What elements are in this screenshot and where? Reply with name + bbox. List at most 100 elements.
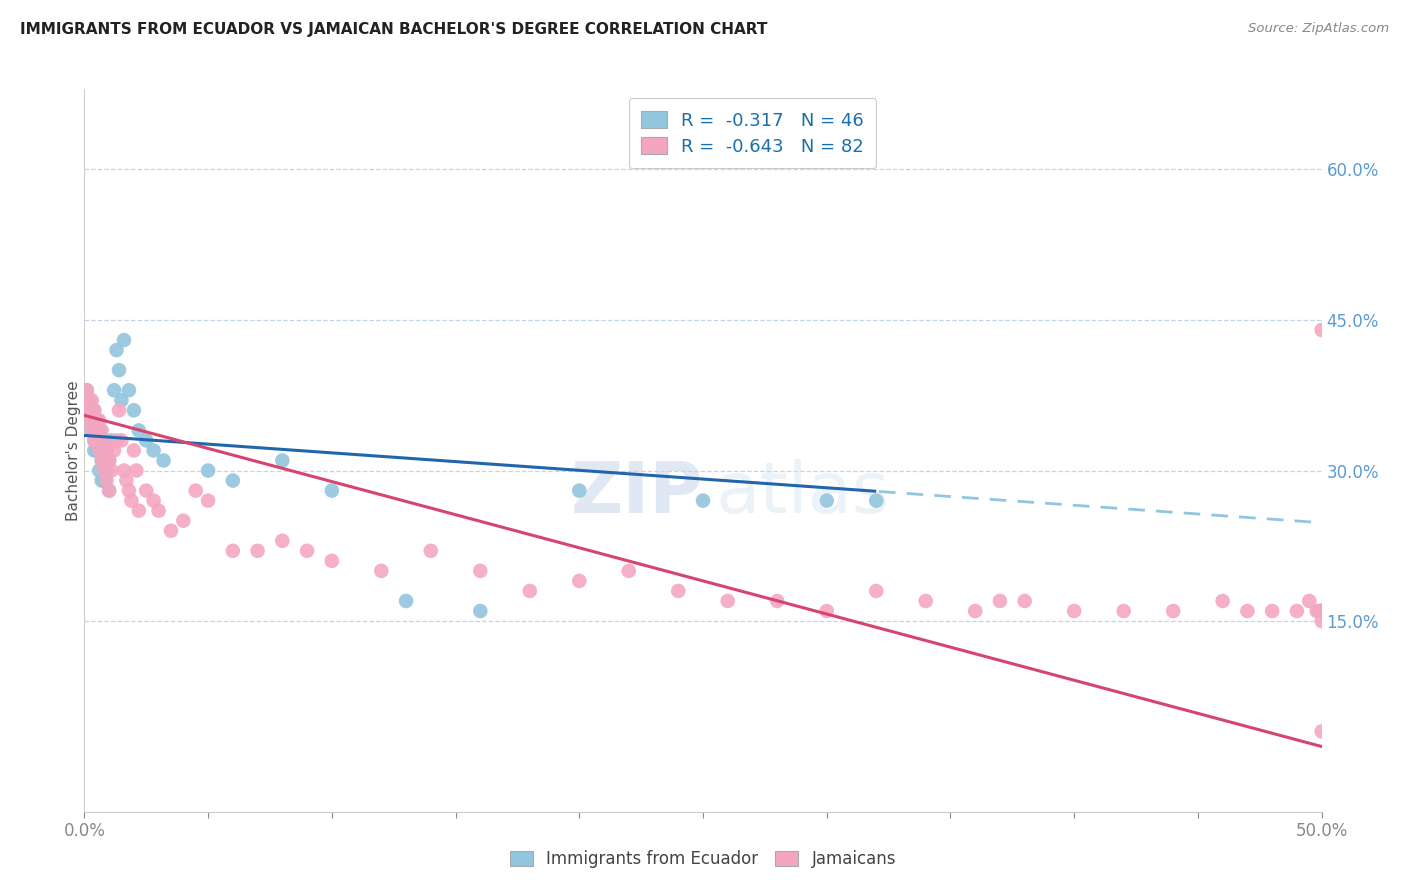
Point bbox=[118, 483, 141, 498]
Point bbox=[1308, 604, 1330, 618]
Point bbox=[914, 594, 936, 608]
Point bbox=[321, 554, 343, 568]
Point bbox=[76, 393, 98, 408]
Point bbox=[142, 443, 165, 458]
Point bbox=[865, 584, 887, 599]
Point bbox=[83, 434, 105, 448]
Point bbox=[965, 604, 987, 618]
Point bbox=[89, 443, 111, 458]
Point bbox=[83, 403, 105, 417]
Point bbox=[80, 403, 103, 417]
Point bbox=[79, 393, 101, 408]
Point bbox=[118, 384, 141, 398]
Point bbox=[79, 403, 101, 417]
Point bbox=[80, 393, 103, 408]
Point bbox=[76, 384, 98, 398]
Point bbox=[108, 363, 131, 377]
Point bbox=[80, 424, 103, 438]
Point bbox=[988, 594, 1011, 608]
Point bbox=[93, 443, 115, 458]
Point bbox=[100, 464, 122, 478]
Point bbox=[86, 413, 108, 427]
Point bbox=[160, 524, 183, 538]
Point bbox=[1112, 604, 1135, 618]
Legend: R =  -0.317   N = 46, R =  -0.643   N = 82: R = -0.317 N = 46, R = -0.643 N = 82 bbox=[628, 98, 876, 169]
Point bbox=[90, 453, 112, 467]
Point bbox=[148, 503, 170, 517]
Point bbox=[1310, 614, 1333, 628]
Point bbox=[321, 483, 343, 498]
Point bbox=[105, 434, 128, 448]
Point bbox=[222, 474, 245, 488]
Point bbox=[89, 443, 111, 458]
Point bbox=[86, 413, 108, 427]
Point bbox=[617, 564, 640, 578]
Point bbox=[76, 403, 98, 417]
Point bbox=[1310, 604, 1333, 618]
Point bbox=[98, 483, 121, 498]
Point bbox=[1298, 594, 1320, 608]
Point bbox=[766, 594, 789, 608]
Point bbox=[1161, 604, 1184, 618]
Point bbox=[815, 604, 838, 618]
Point bbox=[83, 403, 105, 417]
Point bbox=[1285, 604, 1308, 618]
Point bbox=[93, 464, 115, 478]
Point bbox=[112, 333, 135, 347]
Point bbox=[197, 464, 219, 478]
Text: ZIP: ZIP bbox=[571, 459, 703, 528]
Point bbox=[865, 493, 887, 508]
Point bbox=[184, 483, 207, 498]
Point bbox=[519, 584, 541, 599]
Point bbox=[98, 483, 121, 498]
Point bbox=[115, 474, 138, 488]
Point bbox=[1310, 604, 1333, 618]
Point bbox=[90, 424, 112, 438]
Point bbox=[100, 434, 122, 448]
Point bbox=[86, 443, 108, 458]
Point bbox=[79, 393, 101, 408]
Point bbox=[105, 343, 128, 358]
Point bbox=[96, 443, 118, 458]
Point bbox=[246, 544, 269, 558]
Point bbox=[692, 493, 714, 508]
Point bbox=[83, 413, 105, 427]
Point bbox=[89, 413, 111, 427]
Point bbox=[103, 443, 125, 458]
Point bbox=[86, 434, 108, 448]
Point bbox=[112, 464, 135, 478]
Point bbox=[222, 544, 245, 558]
Text: IMMIGRANTS FROM ECUADOR VS JAMAICAN BACHELOR'S DEGREE CORRELATION CHART: IMMIGRANTS FROM ECUADOR VS JAMAICAN BACH… bbox=[20, 22, 768, 37]
Point bbox=[80, 424, 103, 438]
Text: Source: ZipAtlas.com: Source: ZipAtlas.com bbox=[1249, 22, 1389, 36]
Point bbox=[135, 483, 157, 498]
Point bbox=[815, 493, 838, 508]
Point bbox=[79, 413, 101, 427]
Point bbox=[142, 493, 165, 508]
Point bbox=[419, 544, 441, 558]
Point bbox=[135, 434, 157, 448]
Point bbox=[79, 393, 101, 408]
Point bbox=[172, 514, 194, 528]
Point bbox=[1310, 604, 1333, 618]
Point bbox=[295, 544, 318, 558]
Point bbox=[89, 424, 111, 438]
Point bbox=[90, 453, 112, 467]
Point bbox=[1310, 323, 1333, 337]
Point bbox=[470, 604, 492, 618]
Point bbox=[79, 413, 101, 427]
Point bbox=[93, 434, 115, 448]
Point bbox=[370, 564, 392, 578]
Point bbox=[1305, 604, 1327, 618]
Point bbox=[103, 384, 125, 398]
Point bbox=[666, 584, 689, 599]
Point bbox=[271, 533, 294, 548]
Y-axis label: Bachelor's Degree: Bachelor's Degree bbox=[66, 380, 80, 521]
Point bbox=[125, 464, 148, 478]
Point bbox=[568, 483, 591, 498]
Point bbox=[93, 474, 115, 488]
Point bbox=[128, 503, 150, 517]
Point bbox=[395, 594, 418, 608]
Point bbox=[122, 403, 145, 417]
Point bbox=[1236, 604, 1258, 618]
